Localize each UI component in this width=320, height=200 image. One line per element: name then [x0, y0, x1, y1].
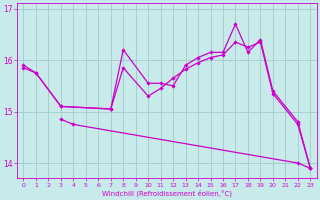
X-axis label: Windchill (Refroidissement éolien,°C): Windchill (Refroidissement éolien,°C): [102, 189, 232, 197]
